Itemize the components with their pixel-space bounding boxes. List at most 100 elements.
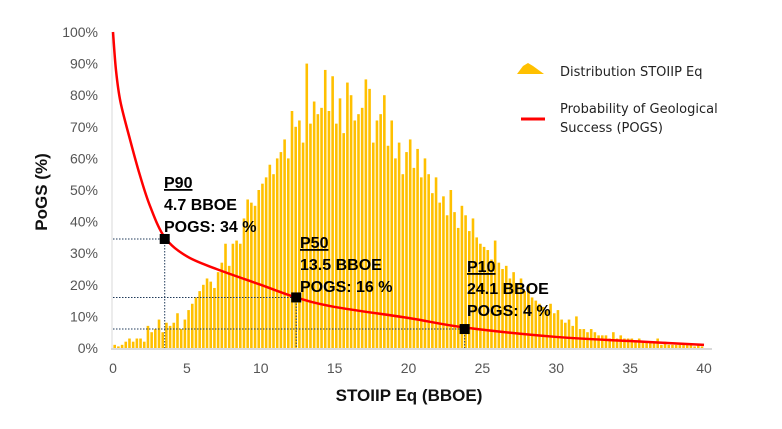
marker-label: P90 [164,175,193,192]
histogram-bar [490,259,493,348]
histogram-bar [213,287,216,348]
histogram-bar [530,297,534,348]
histogram-bar [261,183,264,348]
histogram-bar [346,82,349,348]
histogram-bar [674,344,678,348]
percentile-marker [159,233,170,244]
y-tick-label: 100% [62,24,98,40]
histogram-bar [379,114,382,348]
histogram-bar [689,344,693,348]
histogram-bar [301,142,305,348]
histogram-bar [685,344,689,348]
histogram-bar [364,79,368,349]
histogram-bar [157,319,161,348]
histogram-bar [139,338,142,348]
histogram-bar [634,341,637,348]
histogram-bar [394,158,397,348]
marker-pogs: POGS: 34 % [164,219,256,236]
x-tick-label: 30 [548,360,564,376]
histogram-bar [453,212,456,348]
histogram-bar [323,69,327,349]
histogram-bar [401,174,405,348]
histogram-bar [552,313,556,348]
histogram-bar [519,278,523,348]
histogram-bar [482,246,486,348]
histogram-bar [405,152,408,348]
y-tick-label: 40% [70,214,98,230]
y-tick-label: 30% [70,245,98,261]
histogram-bar [479,243,482,348]
histogram-bar [648,341,652,348]
legend: Distribution STOIIP Eq Probability of Ge… [517,63,718,136]
histogram-bar [597,335,600,348]
histogram-bar [504,265,508,348]
histogram-bar [242,218,246,348]
x-axis-title: STOIIP Eq (BBOE) [336,386,483,405]
histogram-bar [268,164,272,348]
histogram-bar [442,196,445,348]
marker-label: P10 [467,259,496,276]
y-tick-label: 90% [70,56,98,72]
histogram-bar [460,205,464,348]
histogram-bar [604,335,608,348]
y-tick-label: 70% [70,119,98,135]
histogram-bar [335,123,338,348]
histogram-bar [538,303,541,348]
histogram-bar [623,338,626,348]
marker-volume: 24.1 BBOE [467,281,549,298]
histogram-bar [523,291,526,348]
histogram-bar [434,177,438,348]
histogram-bar [412,167,416,348]
histogram-bar [475,237,478,348]
percentile-markers: P90 4.7 BBOE POGS: 34 % P50 13.5 BBOE POGS: 1… [159,175,551,335]
histogram-bar [682,344,685,348]
histogram-bar [179,329,183,348]
histogram-bar [497,262,501,348]
marker-pogs: POGS: 4 % [467,303,551,320]
marker-label: P50 [300,235,329,252]
histogram-bar [449,190,453,348]
histogram-bar [419,177,423,348]
histogram-bar [386,145,390,348]
histogram-bar [375,120,379,348]
histogram-bar [142,341,146,348]
histogram-bar [678,344,682,348]
histogram-bar [176,313,179,348]
histogram-bar [250,202,253,348]
histogram-bar [154,329,157,348]
histogram-bar [667,344,671,348]
histogram-bar [541,306,545,348]
x-tick-label: 35 [622,360,638,376]
x-tick-label: 40 [696,360,712,376]
x-tick-labels: 0 5 10 15 20 25 30 35 40 [109,360,712,376]
histogram-bar [168,325,172,348]
y-tick-label: 80% [70,87,98,103]
histogram-bar [198,291,201,348]
histogram-bar [124,341,128,348]
x-tick-label: 25 [475,360,491,376]
histogram-bar [279,152,283,348]
histogram-bar [338,98,342,348]
legend-histogram-swatch [517,63,544,74]
histogram-bar [316,114,320,348]
histogram-bar [238,243,242,348]
histogram-bar [357,114,360,348]
histogram-bar [120,344,124,348]
x-tick-label: 5 [183,360,191,376]
histogram-bar [220,262,224,348]
histogram-bar [626,338,630,348]
histogram-bar [652,341,656,348]
percentile-marker [291,292,302,303]
histogram-bar [272,174,275,348]
histogram-bar [486,250,490,348]
x-tick-label: 20 [401,360,417,376]
histogram-bar [353,120,357,348]
histogram-bar [224,243,227,348]
percentile-marker [459,324,470,335]
histogram-bar [438,202,442,348]
histogram-bar [697,344,700,348]
y-tick-label: 0% [78,340,98,356]
x-tick-label: 15 [327,360,343,376]
histogram-bar [209,281,213,348]
